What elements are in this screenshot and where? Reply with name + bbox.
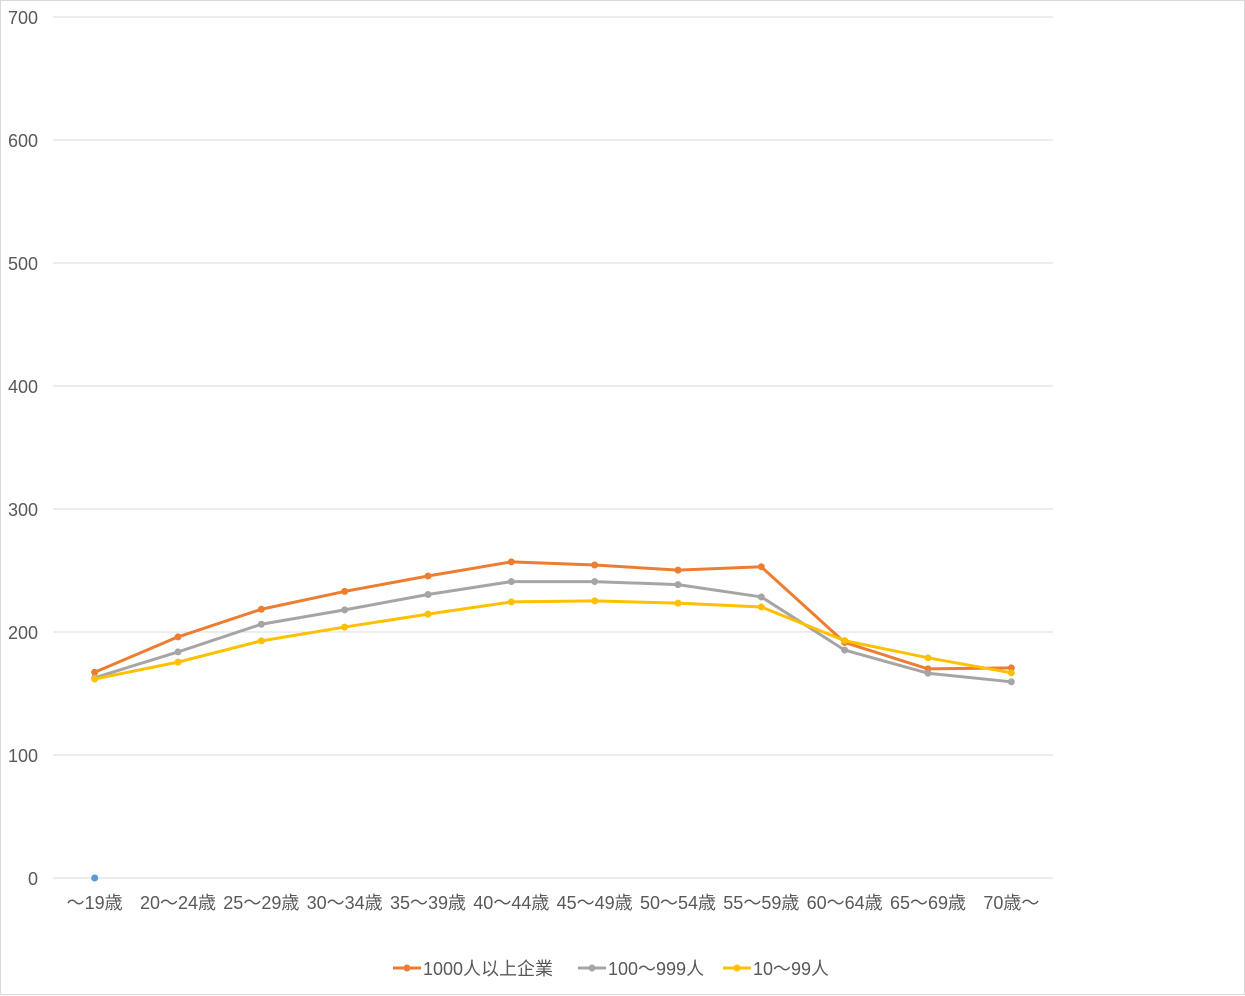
legend-label: 100～999人: [608, 959, 704, 979]
y-axis-ticks: 0 100 200 300 400 500 600 700: [8, 8, 38, 889]
series-1-point: [841, 646, 849, 654]
series-2-point: [591, 597, 599, 605]
x-tick-label: 25～29歳: [223, 893, 299, 913]
series-1-point: [591, 578, 599, 586]
series-1-point: [924, 669, 932, 677]
legend-swatch-marker: [403, 964, 411, 972]
series-2-point: [174, 658, 182, 666]
series-1-point: [424, 590, 432, 598]
y-tick-label: 500: [8, 254, 38, 274]
series-0-point: [1007, 664, 1015, 672]
series-2-point: [1007, 669, 1015, 677]
series-0-point: [174, 633, 182, 641]
x-tick-label: 70歳～: [983, 893, 1039, 913]
series-1-point: [174, 648, 182, 656]
series-2-point: [424, 610, 432, 618]
y-tick-label: 700: [8, 8, 38, 28]
series-2-point: [924, 654, 932, 662]
series-lines: [91, 558, 1015, 882]
gridlines: [53, 16, 1053, 879]
series-1-point: [757, 593, 765, 601]
series-2-point: [757, 603, 765, 611]
series-2-point: [91, 675, 99, 683]
x-tick-label: 20～24歳: [140, 893, 216, 913]
series-1-point: [257, 620, 265, 628]
x-tick-label: 65～69歳: [890, 893, 966, 913]
x-tick-label: ～19歳: [67, 893, 123, 913]
series-1-point: [1007, 678, 1015, 686]
series-2-point: [257, 637, 265, 645]
y-tick-label: 600: [8, 131, 38, 151]
series-1-point: [674, 581, 682, 589]
legend: 1000人以上企業 100～999人 10～99人: [393, 959, 829, 979]
x-tick-label: 40～44歳: [473, 893, 549, 913]
series-0-point: [341, 587, 349, 595]
legend-swatch-marker: [588, 964, 596, 972]
series-2-point: [841, 637, 849, 645]
y-tick-label: 100: [8, 746, 38, 766]
legend-swatch-marker: [733, 964, 741, 972]
y-tick-label: 400: [8, 377, 38, 397]
extra-point-0: [91, 874, 99, 882]
x-tick-label: 60～64歳: [807, 893, 883, 913]
series-2-point: [341, 623, 349, 631]
series-line-2: [93, 599, 1013, 681]
legend-label: 10～99人: [753, 959, 829, 979]
series-1-point: [507, 578, 515, 586]
series-line-0: [93, 560, 1013, 674]
series-2-point: [674, 599, 682, 607]
series-0-point: [424, 572, 432, 580]
y-tick-label: 300: [8, 500, 38, 520]
x-tick-label: 35～39歳: [390, 893, 466, 913]
x-tick-label: 55～59歳: [723, 893, 799, 913]
x-tick-label: 50～54歳: [640, 893, 716, 913]
series-0-point: [674, 566, 682, 574]
series-0-point: [591, 561, 599, 569]
series-1-point: [341, 606, 349, 614]
series-0-point: [257, 605, 265, 613]
x-axis-ticks: ～19歳 20～24歳 25～29歳 30～34歳 35～39歳 40～44歳 45～49歳…: [67, 893, 1040, 913]
x-tick-label: 45～49歳: [557, 893, 633, 913]
series-0-point: [91, 668, 99, 676]
legend-label: 1000人以上企業: [423, 959, 553, 979]
y-tick-label: 200: [8, 623, 38, 643]
y-tick-label: 0: [28, 869, 38, 889]
series-2-point: [507, 598, 515, 606]
x-tick-label: 30～34歳: [307, 893, 383, 913]
series-0-point: [757, 563, 765, 571]
series-0-point: [507, 558, 515, 566]
series-line-1: [93, 580, 1013, 684]
